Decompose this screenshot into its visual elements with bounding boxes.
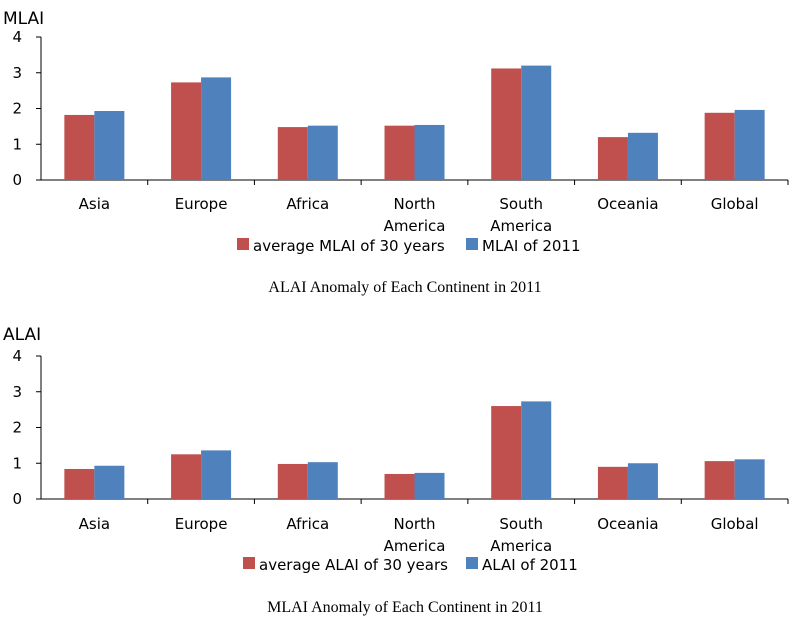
bar-average xyxy=(597,137,628,180)
category-label: Europe xyxy=(175,195,228,213)
bar-2011 xyxy=(307,462,338,499)
bar-average xyxy=(597,466,628,499)
bar-2011 xyxy=(627,463,658,499)
category-label: South xyxy=(499,195,543,213)
legend-label: average ALAI of 30 years xyxy=(259,556,448,574)
legend-swatch xyxy=(466,557,478,569)
legend-label: ALAI of 2011 xyxy=(482,556,578,574)
bar-average xyxy=(64,114,95,180)
bar-average xyxy=(491,68,522,180)
bar-average xyxy=(491,406,522,499)
bar-2011 xyxy=(94,465,125,499)
category-label: America xyxy=(490,537,552,555)
bar-average xyxy=(64,468,95,499)
y-axis-title: ALAI xyxy=(3,325,41,345)
y-axis-title: MLAI xyxy=(3,9,44,29)
y-tick-label: 2 xyxy=(12,419,22,437)
y-tick-label: 4 xyxy=(12,28,22,46)
bar-2011 xyxy=(734,459,765,499)
category-label: Asia xyxy=(79,515,110,533)
bar-average xyxy=(384,125,415,180)
legend-swatch xyxy=(237,238,249,250)
category-label: South xyxy=(499,515,543,533)
category-label: Asia xyxy=(79,195,110,213)
legend-label: average MLAI of 30 years xyxy=(253,237,445,255)
bar-average xyxy=(277,127,308,180)
bar-2011 xyxy=(414,472,445,499)
bar-average xyxy=(171,454,202,499)
chart-caption: ALAI Anomaly of Each Continent in 2011 xyxy=(268,279,541,296)
y-tick-label: 0 xyxy=(12,171,22,189)
bar-2011 xyxy=(521,65,552,180)
category-label: Africa xyxy=(286,515,329,533)
y-tick-label: 3 xyxy=(12,64,22,82)
category-label: Global xyxy=(711,515,759,533)
bar-average xyxy=(277,463,308,499)
bar-average xyxy=(384,473,415,499)
bar-2011 xyxy=(414,124,445,180)
bar-2011 xyxy=(201,77,232,180)
category-label: America xyxy=(490,217,552,235)
bar-2011 xyxy=(201,450,232,499)
y-tick-label: 0 xyxy=(12,490,22,508)
y-tick-label: 4 xyxy=(12,347,22,365)
bar-average xyxy=(171,82,202,180)
bar-2011 xyxy=(521,401,552,499)
chart-caption: MLAI Anomaly of Each Continent in 2011 xyxy=(267,599,543,616)
bar-2011 xyxy=(627,132,658,180)
legend-swatch xyxy=(243,557,255,569)
y-tick-label: 1 xyxy=(12,135,22,153)
category-label: Africa xyxy=(286,195,329,213)
category-label: North xyxy=(394,515,436,533)
category-label: North xyxy=(394,195,436,213)
category-label: Oceania xyxy=(597,515,658,533)
bar-2011 xyxy=(94,111,125,180)
legend-swatch xyxy=(466,238,478,250)
bar-2011 xyxy=(307,125,338,180)
category-label: America xyxy=(384,217,446,235)
y-tick-label: 3 xyxy=(12,383,22,401)
category-label: Global xyxy=(711,195,759,213)
chart-panel-2: ALAI 0 1 2 3 4 Asia Europe Africa North America Sou… xyxy=(3,325,789,616)
legend-label: MLAI of 2011 xyxy=(482,237,581,255)
y-tick-label: 2 xyxy=(12,100,22,118)
category-label: America xyxy=(384,537,446,555)
category-label: Oceania xyxy=(597,195,658,213)
bar-2011 xyxy=(734,109,765,180)
y-tick-label: 1 xyxy=(12,454,22,472)
category-label: Europe xyxy=(175,515,228,533)
bar-average xyxy=(704,112,735,180)
bar-average xyxy=(704,461,735,499)
chart-panel-1: MLAI 0 1 2 3 4 Asia Europe Africa North America Sou… xyxy=(3,9,789,296)
